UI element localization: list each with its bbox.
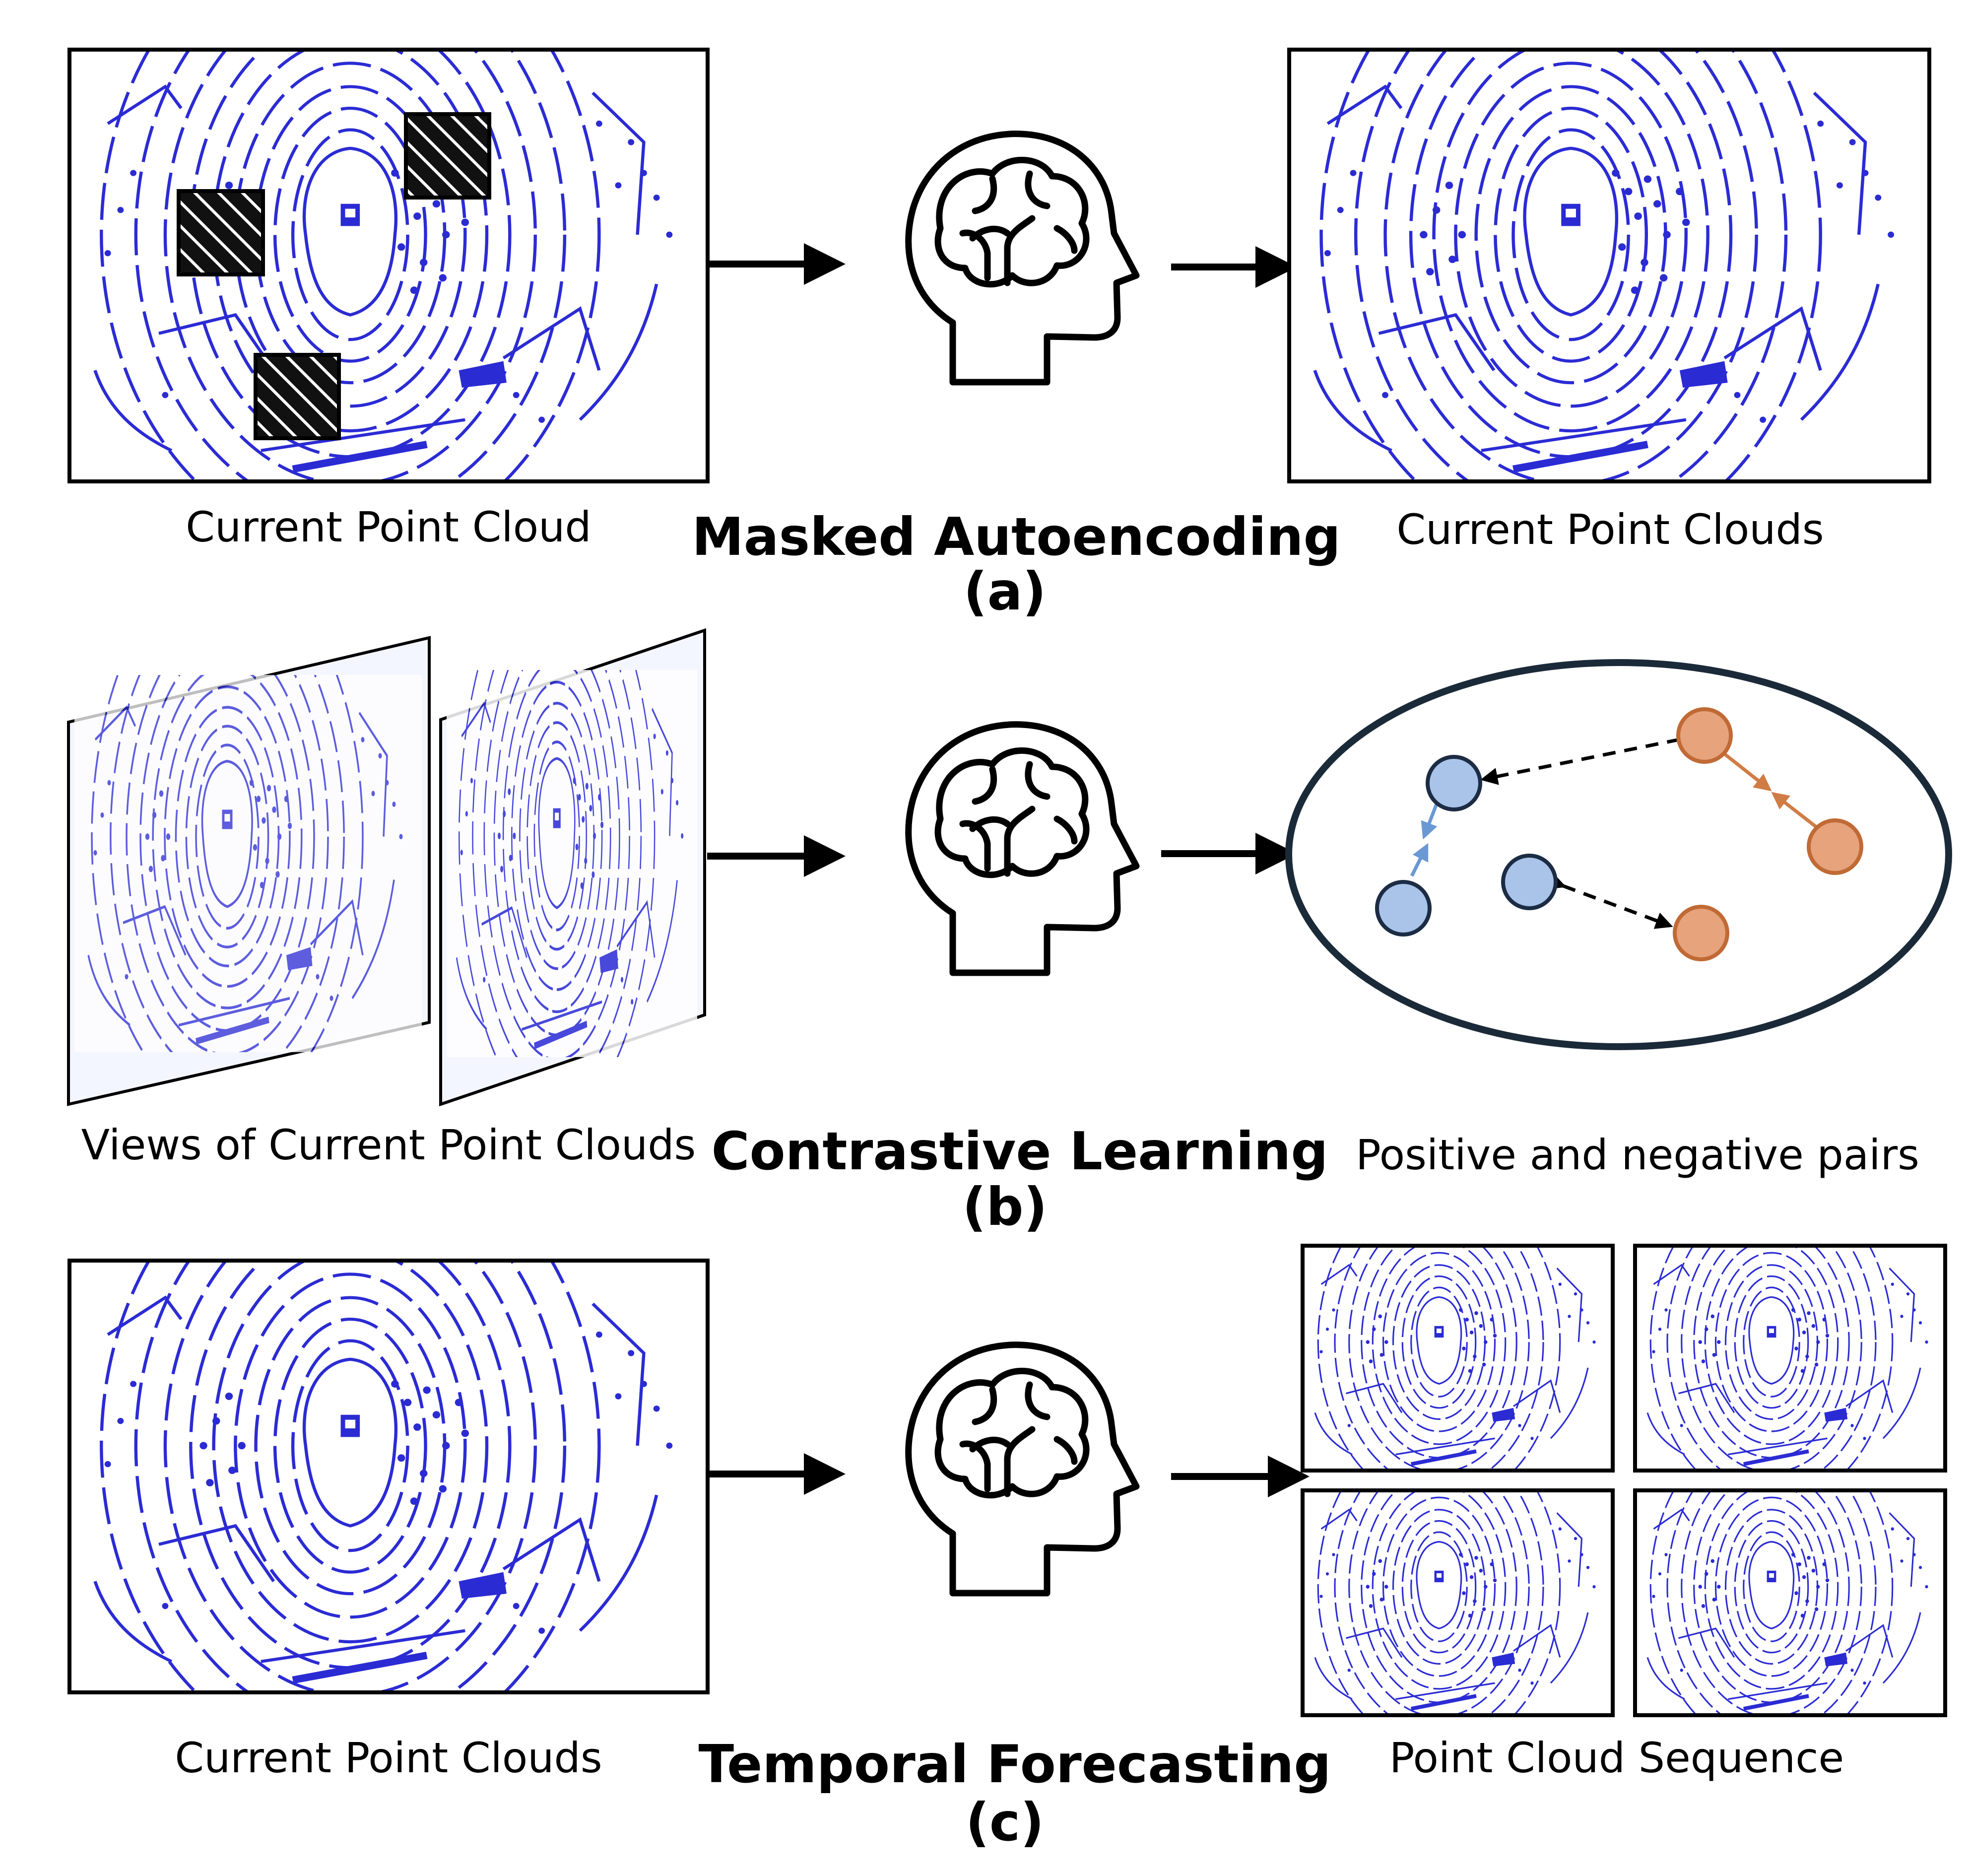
caption-c-right: Point Cloud Sequence — [1389, 1734, 1844, 1782]
title-c: Temporal Forecasting — [698, 1734, 1331, 1795]
view-panel-1 — [67, 636, 431, 1106]
embedding-space — [1285, 659, 1952, 1050]
caption-b-right: Positive and negative pairs — [1356, 1131, 1919, 1179]
caption-a-right: Current Point Clouds — [1396, 505, 1824, 554]
input-point-cloud-c — [67, 1259, 710, 1694]
sublabel-a: (a) — [963, 561, 1047, 622]
sequence-frame-4 — [1633, 1488, 1947, 1717]
title-a: Masked Autoencoding — [692, 507, 1341, 567]
sublabel-c: (c) — [965, 1792, 1045, 1853]
view-panel-2 — [439, 628, 706, 1107]
title-b: Contrastive Learning — [711, 1121, 1328, 1182]
sequence-frame-3 — [1301, 1488, 1615, 1717]
caption-c-left: Current Point Clouds — [175, 1734, 602, 1782]
caption-b-left: Views of Current Point Clouds — [81, 1121, 696, 1169]
sublabel-b: (b) — [962, 1177, 1048, 1237]
brain-head-icon-c — [905, 1341, 1140, 1597]
brain-head-icon-a — [905, 131, 1140, 386]
mask-patches — [177, 112, 491, 440]
sequence-frame-2 — [1633, 1244, 1947, 1473]
brain-head-icon-b — [905, 721, 1140, 976]
output-point-cloud-a — [1287, 48, 1931, 483]
sequence-frame-1 — [1301, 1244, 1615, 1473]
input-point-cloud-a — [67, 48, 710, 483]
caption-a-left: Current Point Cloud — [186, 503, 591, 551]
